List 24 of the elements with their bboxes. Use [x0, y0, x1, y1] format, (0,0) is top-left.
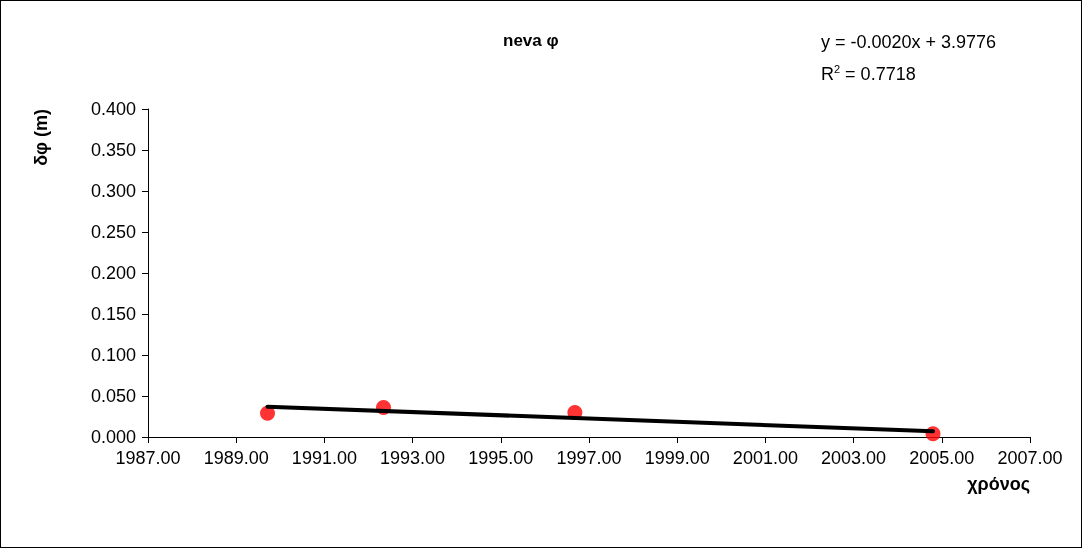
y-tick-label: 0.250 — [90, 222, 136, 242]
x-tick-label: 1987.00 — [115, 448, 181, 468]
y-tick-label: 0.000 — [90, 427, 136, 447]
text: y = -0.0020x + 3.9776 — [821, 32, 997, 52]
x-tick-label: 2001.00 — [732, 448, 798, 468]
chart-title: neva φ — [503, 31, 559, 50]
x-tick-label: 2007.00 — [997, 448, 1063, 468]
x-tick-label: 2003.00 — [821, 448, 887, 468]
x-tick-label: 1995.00 — [468, 448, 534, 468]
x-tick-label: 1989.00 — [203, 448, 269, 468]
x-axis-title: χρόνος — [967, 474, 1030, 494]
x-tick-label: 1993.00 — [380, 448, 446, 468]
y-tick-label: 0.150 — [90, 304, 136, 324]
x-tick-label: 1999.00 — [644, 448, 710, 468]
x-tick-label: 2005.00 — [909, 448, 975, 468]
y-tick-label: 0.300 — [90, 181, 136, 201]
x-tick-label: 1997.00 — [556, 448, 622, 468]
y-tick-label: 0.400 — [90, 99, 136, 119]
y-axis-title: δφ (m) — [31, 109, 51, 166]
y-tick-label: 0.100 — [90, 345, 136, 365]
y-tick-label: 0.050 — [90, 386, 136, 406]
x-tick-label: 1991.00 — [291, 448, 357, 468]
y-tick-label: 0.350 — [90, 140, 136, 160]
y-tick-label: 0.200 — [90, 263, 136, 283]
